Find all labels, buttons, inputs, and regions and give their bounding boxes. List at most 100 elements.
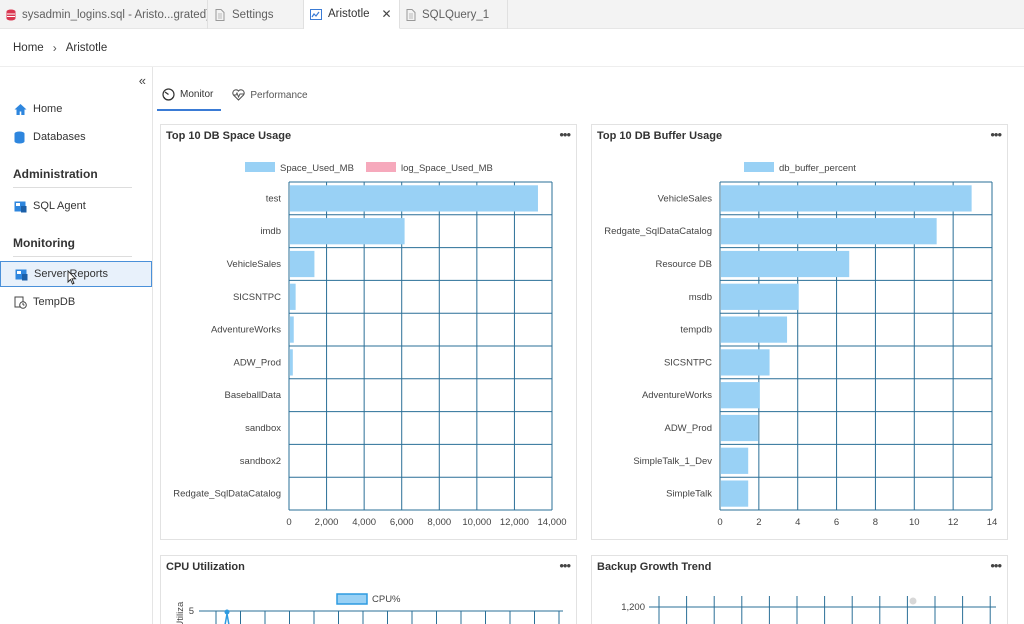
y-tick-label: VehicleSales bbox=[658, 193, 713, 204]
data-point bbox=[909, 597, 917, 605]
divider bbox=[13, 256, 132, 257]
performance-heart-icon bbox=[232, 89, 246, 102]
more-options-icon[interactable]: ••• bbox=[990, 558, 1002, 573]
y-tick-label: SimpleTalk bbox=[666, 489, 712, 500]
tab-sysadmin-logins[interactable]: sysadmin_logins.sql - Aristo...grated) bbox=[0, 0, 208, 29]
close-icon[interactable]: ✕ bbox=[381, 7, 392, 21]
bar bbox=[721, 283, 799, 310]
more-options-icon[interactable]: ••• bbox=[559, 127, 571, 142]
x-tick-label: 4 bbox=[795, 517, 800, 528]
server-reports-icon bbox=[15, 268, 28, 281]
home-icon bbox=[14, 103, 27, 116]
breadcrumb: Home › Aristotle bbox=[0, 29, 1024, 67]
legend-swatch bbox=[336, 593, 368, 605]
tab-label: Monitor bbox=[180, 89, 214, 100]
cpu-utilization-card: CPU% CPU Utiliza5 CPU Utilization ••• bbox=[160, 555, 577, 624]
y-tick-label: BaseballData bbox=[224, 390, 281, 401]
sql-agent-icon bbox=[14, 200, 27, 213]
tab-performance[interactable]: Performance bbox=[227, 80, 315, 111]
bar bbox=[721, 480, 749, 507]
sidebar-item-databases[interactable]: Databases bbox=[0, 124, 152, 150]
bar bbox=[290, 185, 538, 212]
data-point bbox=[224, 609, 230, 615]
database-icon bbox=[14, 131, 27, 144]
administration-heading: Administration bbox=[13, 167, 98, 181]
y-tick-label: Redgate_SqlDataCatalog bbox=[173, 489, 281, 500]
bar bbox=[290, 316, 294, 343]
y-tick-label: sandbox2 bbox=[240, 456, 281, 467]
legend-label: log_Space_Used_MB bbox=[401, 163, 493, 174]
tab-sqlquery-1[interactable]: SQLQuery_1 bbox=[400, 0, 508, 29]
bar bbox=[721, 414, 758, 442]
x-tick-label: 12,000 bbox=[500, 517, 529, 528]
sidebar-item-server-reports[interactable]: Server Reports bbox=[0, 261, 152, 287]
cpu-series-line bbox=[224, 613, 230, 624]
sidebar-item-tempdb[interactable]: TempDB bbox=[0, 289, 152, 315]
x-tick-label: 0 bbox=[286, 517, 291, 528]
monitoring-heading: Monitoring bbox=[13, 236, 75, 250]
x-tick-label: 0 bbox=[717, 517, 722, 528]
y-tick-label: AdventureWorks bbox=[642, 390, 712, 401]
y-tick-label: Redgate_SqlDataCatalog bbox=[604, 226, 712, 237]
space-usage-chart: Space_Used_MB log_Space_Used_MB 0 2,000 4,00… bbox=[173, 162, 567, 528]
breadcrumb-home[interactable]: Home bbox=[13, 41, 44, 54]
y-tick-label: imdb bbox=[260, 226, 281, 237]
legend-swatch bbox=[366, 162, 396, 172]
dashboard-icon bbox=[310, 8, 322, 20]
divider bbox=[13, 187, 132, 188]
x-tick-label: 2,000 bbox=[315, 517, 339, 528]
bar bbox=[290, 283, 296, 310]
more-options-icon[interactable]: ••• bbox=[559, 558, 571, 573]
x-tick-label: 8,000 bbox=[427, 517, 451, 528]
tab-aristotle[interactable]: Aristotle ✕ bbox=[304, 0, 400, 29]
tab-label: Aristotle bbox=[328, 8, 370, 20]
monitor-gauge-icon bbox=[162, 88, 175, 101]
dashboard-tabs: Monitor Performance bbox=[157, 80, 316, 113]
y-tick-label: 5 bbox=[189, 606, 194, 617]
space-usage-card: Space_Used_MB log_Space_Used_MB 0 2,000 4,00… bbox=[160, 124, 577, 540]
y-tick-label: SimpleTalk_1_Dev bbox=[633, 456, 712, 467]
editor-tab-bar: sysadmin_logins.sql - Aristo...grated) S… bbox=[0, 0, 1024, 29]
y-tick-label: test bbox=[266, 193, 282, 204]
card-title: Top 10 DB Buffer Usage bbox=[597, 130, 723, 142]
tempdb-clock-icon bbox=[14, 296, 27, 309]
sidebar-item-sql-agent[interactable]: SQL Agent bbox=[0, 193, 152, 219]
legend-label: CPU% bbox=[372, 594, 401, 605]
bar bbox=[721, 447, 749, 474]
tab-monitor[interactable]: Monitor bbox=[157, 80, 222, 111]
buffer-usage-chart: db_buffer_percent 0 2 4 6 8 10 12 14 VehicleSales… bbox=[604, 162, 997, 528]
buffer-usage-card: db_buffer_percent 0 2 4 6 8 10 12 14 VehicleSales… bbox=[591, 124, 1008, 540]
sidebar-item-label: TempDB bbox=[33, 296, 76, 308]
bar bbox=[290, 218, 405, 245]
x-tick-label: 14,000 bbox=[537, 517, 566, 528]
database-script-icon bbox=[6, 9, 16, 21]
legend-swatch bbox=[744, 162, 774, 172]
card-title: Top 10 DB Space Usage bbox=[166, 130, 292, 142]
bar bbox=[721, 349, 770, 376]
sidebar-item-home[interactable]: Home bbox=[0, 96, 152, 122]
more-options-icon[interactable]: ••• bbox=[990, 127, 1002, 142]
x-tick-label: 8 bbox=[873, 517, 878, 528]
tab-label: Settings bbox=[232, 8, 274, 21]
tab-label: sysadmin_logins.sql - Aristo...grated) bbox=[22, 8, 208, 21]
bar bbox=[290, 349, 293, 376]
bar bbox=[721, 382, 760, 409]
breadcrumb-current: Aristotle bbox=[65, 41, 108, 54]
y-tick-label: SICSNTPC bbox=[233, 292, 281, 303]
y-tick-label: msdb bbox=[689, 292, 712, 303]
tab-settings[interactable]: Settings bbox=[208, 0, 304, 29]
file-icon bbox=[214, 8, 226, 21]
y-tick-label: sandbox bbox=[245, 423, 281, 434]
tab-label: SQLQuery_1 bbox=[422, 8, 490, 21]
collapse-sidebar-icon[interactable]: « bbox=[138, 73, 146, 88]
x-tick-label: 6 bbox=[834, 517, 839, 528]
y-tick-label: AdventureWorks bbox=[211, 325, 281, 336]
x-tick-label: 6,000 bbox=[390, 517, 414, 528]
y-tick-label: ADW_Prod bbox=[664, 423, 712, 434]
bar bbox=[721, 316, 788, 343]
mouse-pointer-icon bbox=[67, 269, 77, 288]
y-tick-label: 1,200 bbox=[621, 602, 645, 613]
y-tick-label: Resource DB bbox=[656, 259, 713, 270]
